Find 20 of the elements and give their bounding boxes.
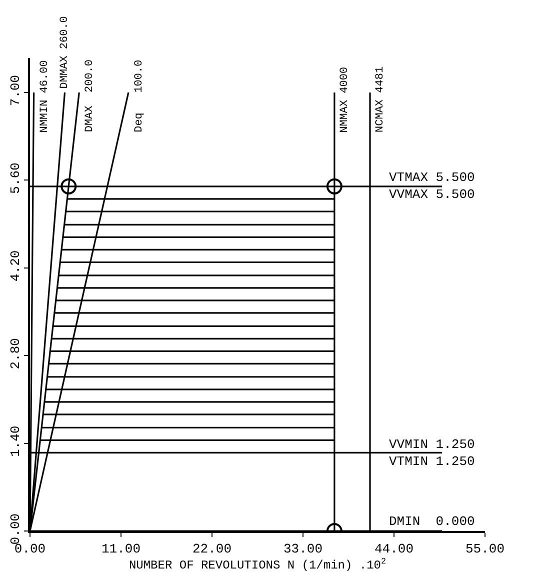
annotation: Deq 100.0: [133, 60, 146, 132]
x-tick-label: 11.00: [101, 542, 141, 557]
x-tick-label: 55.00: [465, 542, 505, 557]
x-tick-label: 44.00: [374, 542, 414, 557]
x-axis-title: NUMBER OF REVOLUTIONS N (1/min) .10$^{2}$: [128, 556, 386, 573]
y-tick-label: 4.20: [8, 250, 23, 282]
annotation: DMMAX 260.0: [58, 16, 71, 89]
y-tick-label: 7.00: [8, 74, 23, 106]
y-tick-label: 2.80: [8, 338, 23, 370]
annotation: DMIN 0.000: [389, 514, 475, 529]
x-tick-label: 22.00: [192, 542, 232, 557]
annotation: NCMAX 4481: [374, 66, 387, 132]
annotation: NMMIN 46.00: [38, 60, 51, 133]
annotation: NMMAX 4000: [338, 66, 351, 133]
y-tick-label: 5.60: [8, 162, 23, 194]
annotation: VTMAX 5.500 VVMAX 5.500: [389, 170, 475, 202]
y-tick-label: 1.40: [8, 426, 23, 457]
annotation: VVMIN 1.250 VTMIN 1.250: [389, 437, 475, 469]
x-tick-label: 33.00: [283, 542, 323, 557]
annotation: DMAX 200.0: [84, 59, 96, 132]
